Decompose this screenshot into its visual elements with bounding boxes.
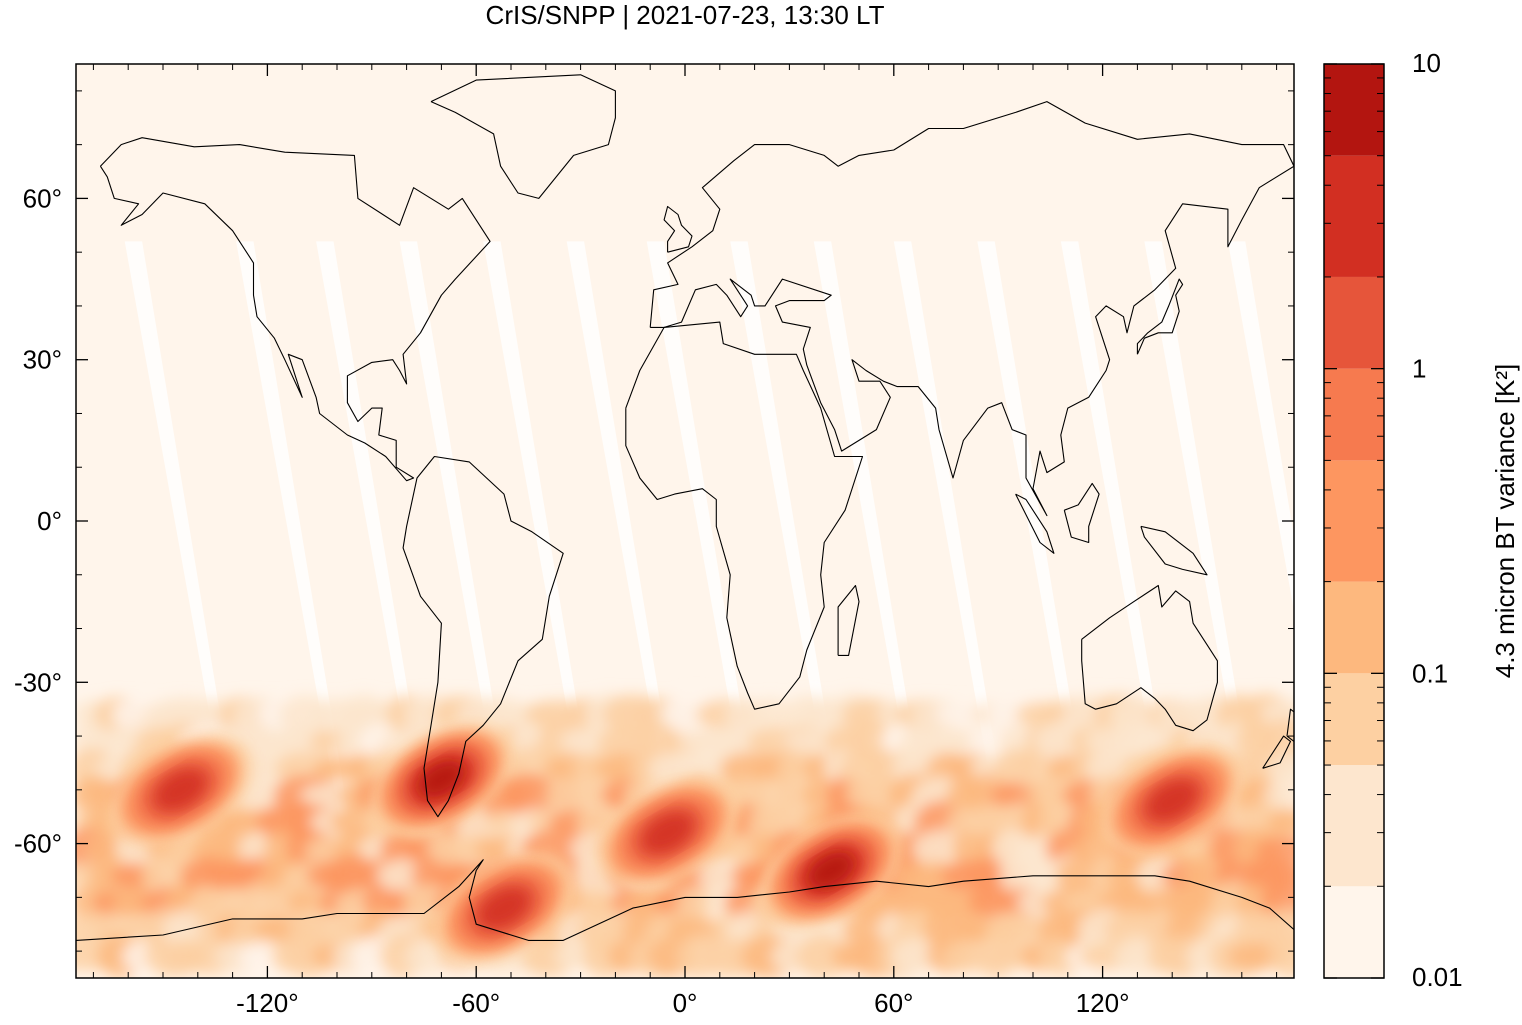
heat-cell [1269, 935, 1294, 978]
heat-cell [1266, 808, 1294, 836]
coastline [663, 205, 693, 253]
x-tick-label: 0° [673, 988, 698, 1018]
swath-gaps [124, 241, 1294, 817]
hotspot-blob [808, 852, 854, 889]
x-tick-label: -60° [452, 988, 500, 1018]
heat-cell [501, 773, 556, 818]
hotspot-blob [642, 812, 693, 853]
swath-gap [813, 241, 927, 817]
coastline [1015, 493, 1055, 554]
swath-gap [236, 241, 349, 817]
swath-gap [316, 241, 429, 817]
colorbar-blocks [1324, 64, 1384, 978]
coastline [1286, 708, 1294, 742]
coastline [99, 137, 491, 482]
heat-cell [1256, 836, 1294, 862]
colorbar-tick-label: 0.01 [1412, 962, 1463, 992]
swath-gap [1227, 241, 1294, 611]
heat-cell [1252, 859, 1294, 893]
coastline [1262, 735, 1292, 769]
heat-cell [989, 782, 1042, 809]
colorbar-ticks: 10 1 0.1 0.01 [1324, 48, 1463, 992]
hotspot-blob [1147, 780, 1198, 821]
heat-cell [521, 936, 578, 977]
heat-cell [1085, 750, 1138, 786]
coastline [837, 584, 860, 656]
y-tick-label: 60° [23, 183, 62, 213]
colorbar-block [1324, 64, 1384, 156]
swath-gap [1144, 241, 1257, 817]
heat-cell [285, 935, 333, 978]
coastline [1063, 482, 1100, 544]
hotspot-layer [109, 723, 1244, 964]
swath-gap [646, 241, 760, 817]
heat-cell [1268, 752, 1294, 784]
heat-cell [1255, 719, 1294, 764]
coastline [76, 859, 1294, 941]
coastline [1081, 584, 1218, 732]
y-tick-label: 30° [23, 345, 62, 375]
colorbar-block [1324, 368, 1384, 461]
colorbar-block [1324, 581, 1384, 674]
x-axis: -120° -60° 0° 60° 120° [92, 64, 1278, 1018]
colorbar-block [1324, 886, 1384, 978]
coastlines [76, 74, 1294, 941]
coastline [402, 455, 564, 818]
heat-cell [890, 937, 940, 976]
swath-gap [124, 241, 238, 817]
swath-gap [566, 241, 680, 817]
swath-gap [730, 241, 843, 817]
colorbar-block [1324, 276, 1384, 369]
swath-gap [1060, 241, 1174, 817]
swath-gap [483, 241, 596, 817]
heat-cell [749, 698, 793, 731]
coastline [1140, 525, 1208, 576]
heat-cell [323, 853, 387, 898]
colorbar-block [1324, 460, 1384, 582]
y-tick-label: -30° [14, 667, 62, 697]
chart-title: CrIS/SNPP | 2021-07-23, 13:30 LT [486, 0, 885, 30]
hotspot-blob [479, 888, 529, 929]
colorbar: 10 1 0.1 0.01 4.3 micron BT variance [K²] [1323, 48, 1520, 992]
colorbar-tick-label: 1 [1412, 354, 1426, 384]
coastline [625, 321, 864, 710]
heat-cell [1263, 781, 1294, 809]
heat-cell [578, 888, 622, 917]
coastline [649, 101, 1294, 517]
hotspot-blob [155, 769, 206, 810]
coastline [430, 74, 616, 199]
hotspot-blob [419, 761, 464, 797]
heat-cell [675, 888, 717, 917]
x-tick-label: -120° [236, 988, 298, 1018]
heat-cell [238, 941, 283, 972]
plot-area [76, 64, 1294, 978]
coastline [1136, 278, 1184, 355]
colorbar-block [1324, 765, 1384, 887]
swath-gap [893, 241, 1007, 817]
colorbar-frame [1323, 63, 1385, 979]
x-tick-label: 60° [874, 988, 913, 1018]
colorbar-tick-label: 0.1 [1412, 658, 1448, 688]
x-tick-label: 120° [1076, 988, 1130, 1018]
colorbar-label: 4.3 micron BT variance [K²] [1490, 364, 1520, 679]
heat-cell [667, 916, 724, 944]
y-tick-label: -60° [14, 829, 62, 859]
colorbar-block [1324, 673, 1384, 766]
colorbar-tick-label: 10 [1412, 48, 1441, 78]
y-tick-label: 0° [37, 506, 62, 536]
y-axis: 60° 30° 0° -30° -60° [14, 90, 1294, 952]
swath-gap [399, 241, 513, 817]
heat-cell [478, 697, 528, 732]
colorbar-block [1324, 155, 1384, 277]
